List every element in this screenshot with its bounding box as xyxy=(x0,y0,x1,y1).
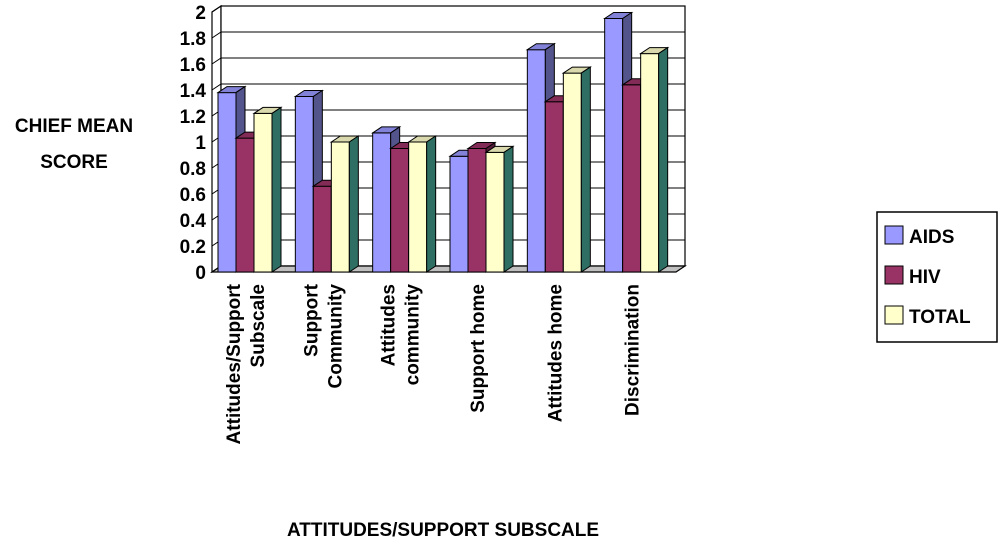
y-tick-label: 0.2 xyxy=(180,237,206,258)
x-tick-label: Discrimination xyxy=(623,284,644,416)
y-tick-label: 0.8 xyxy=(180,159,206,180)
y-tick-labels: 0 0.2 0.4 0.6 0.8 1 1.2 1.4 1.6 1.8 2 xyxy=(180,3,207,284)
legend-label: TOTAL xyxy=(909,307,971,328)
legend-swatch xyxy=(884,305,904,325)
legend-swatch xyxy=(884,265,904,285)
x-tick-labels: Attitudes/Support Subscale Support Communit… xyxy=(224,283,644,444)
x-tick-label: Support xyxy=(301,283,322,356)
y-tick-label: 1 xyxy=(195,133,206,154)
bar-total xyxy=(407,135,438,273)
y-axis-title-line: SCORE xyxy=(40,152,108,173)
x-tick-label: Support home xyxy=(468,284,489,413)
x-tick-label: community xyxy=(403,284,424,386)
gridline xyxy=(211,5,685,13)
bar-total xyxy=(252,106,283,273)
bars xyxy=(216,11,670,273)
y-tick-label: 0 xyxy=(195,263,206,284)
y-tick-label: 0.6 xyxy=(180,185,206,206)
legend-label: AIDS xyxy=(909,227,954,248)
y-tick-label: 1.2 xyxy=(180,107,206,128)
y-tick-label: 0.4 xyxy=(180,211,207,232)
x-tick-label: Subscale xyxy=(248,284,269,367)
x-tick-label: Attitudes xyxy=(379,284,400,366)
bar-total xyxy=(561,66,592,273)
y-axis-title-line: CHIEF MEAN xyxy=(15,116,133,137)
x-tick-label: Community xyxy=(325,284,346,389)
y-tick-label: 1.8 xyxy=(180,29,206,50)
legend: AIDS HIV TOTAL xyxy=(876,211,998,343)
bar-total xyxy=(639,46,670,273)
x-tick-label: Attitudes/Support xyxy=(224,283,245,444)
legend-label: HIV xyxy=(909,267,941,288)
y-tick-label: 1.4 xyxy=(180,81,207,102)
legend-swatch xyxy=(884,225,904,245)
bar-total xyxy=(484,145,515,273)
x-tick-label: Attitudes home xyxy=(545,284,566,422)
gridline xyxy=(211,31,685,39)
y-tick-label: 2 xyxy=(195,3,206,24)
y-tick-label: 1.6 xyxy=(180,55,206,76)
x-axis-title: ATTITUDES/SUPPORT SUBSCALE xyxy=(287,520,599,541)
y-axis-title: CHIEF MEAN SCORE xyxy=(15,116,133,173)
bar-total xyxy=(329,135,360,273)
